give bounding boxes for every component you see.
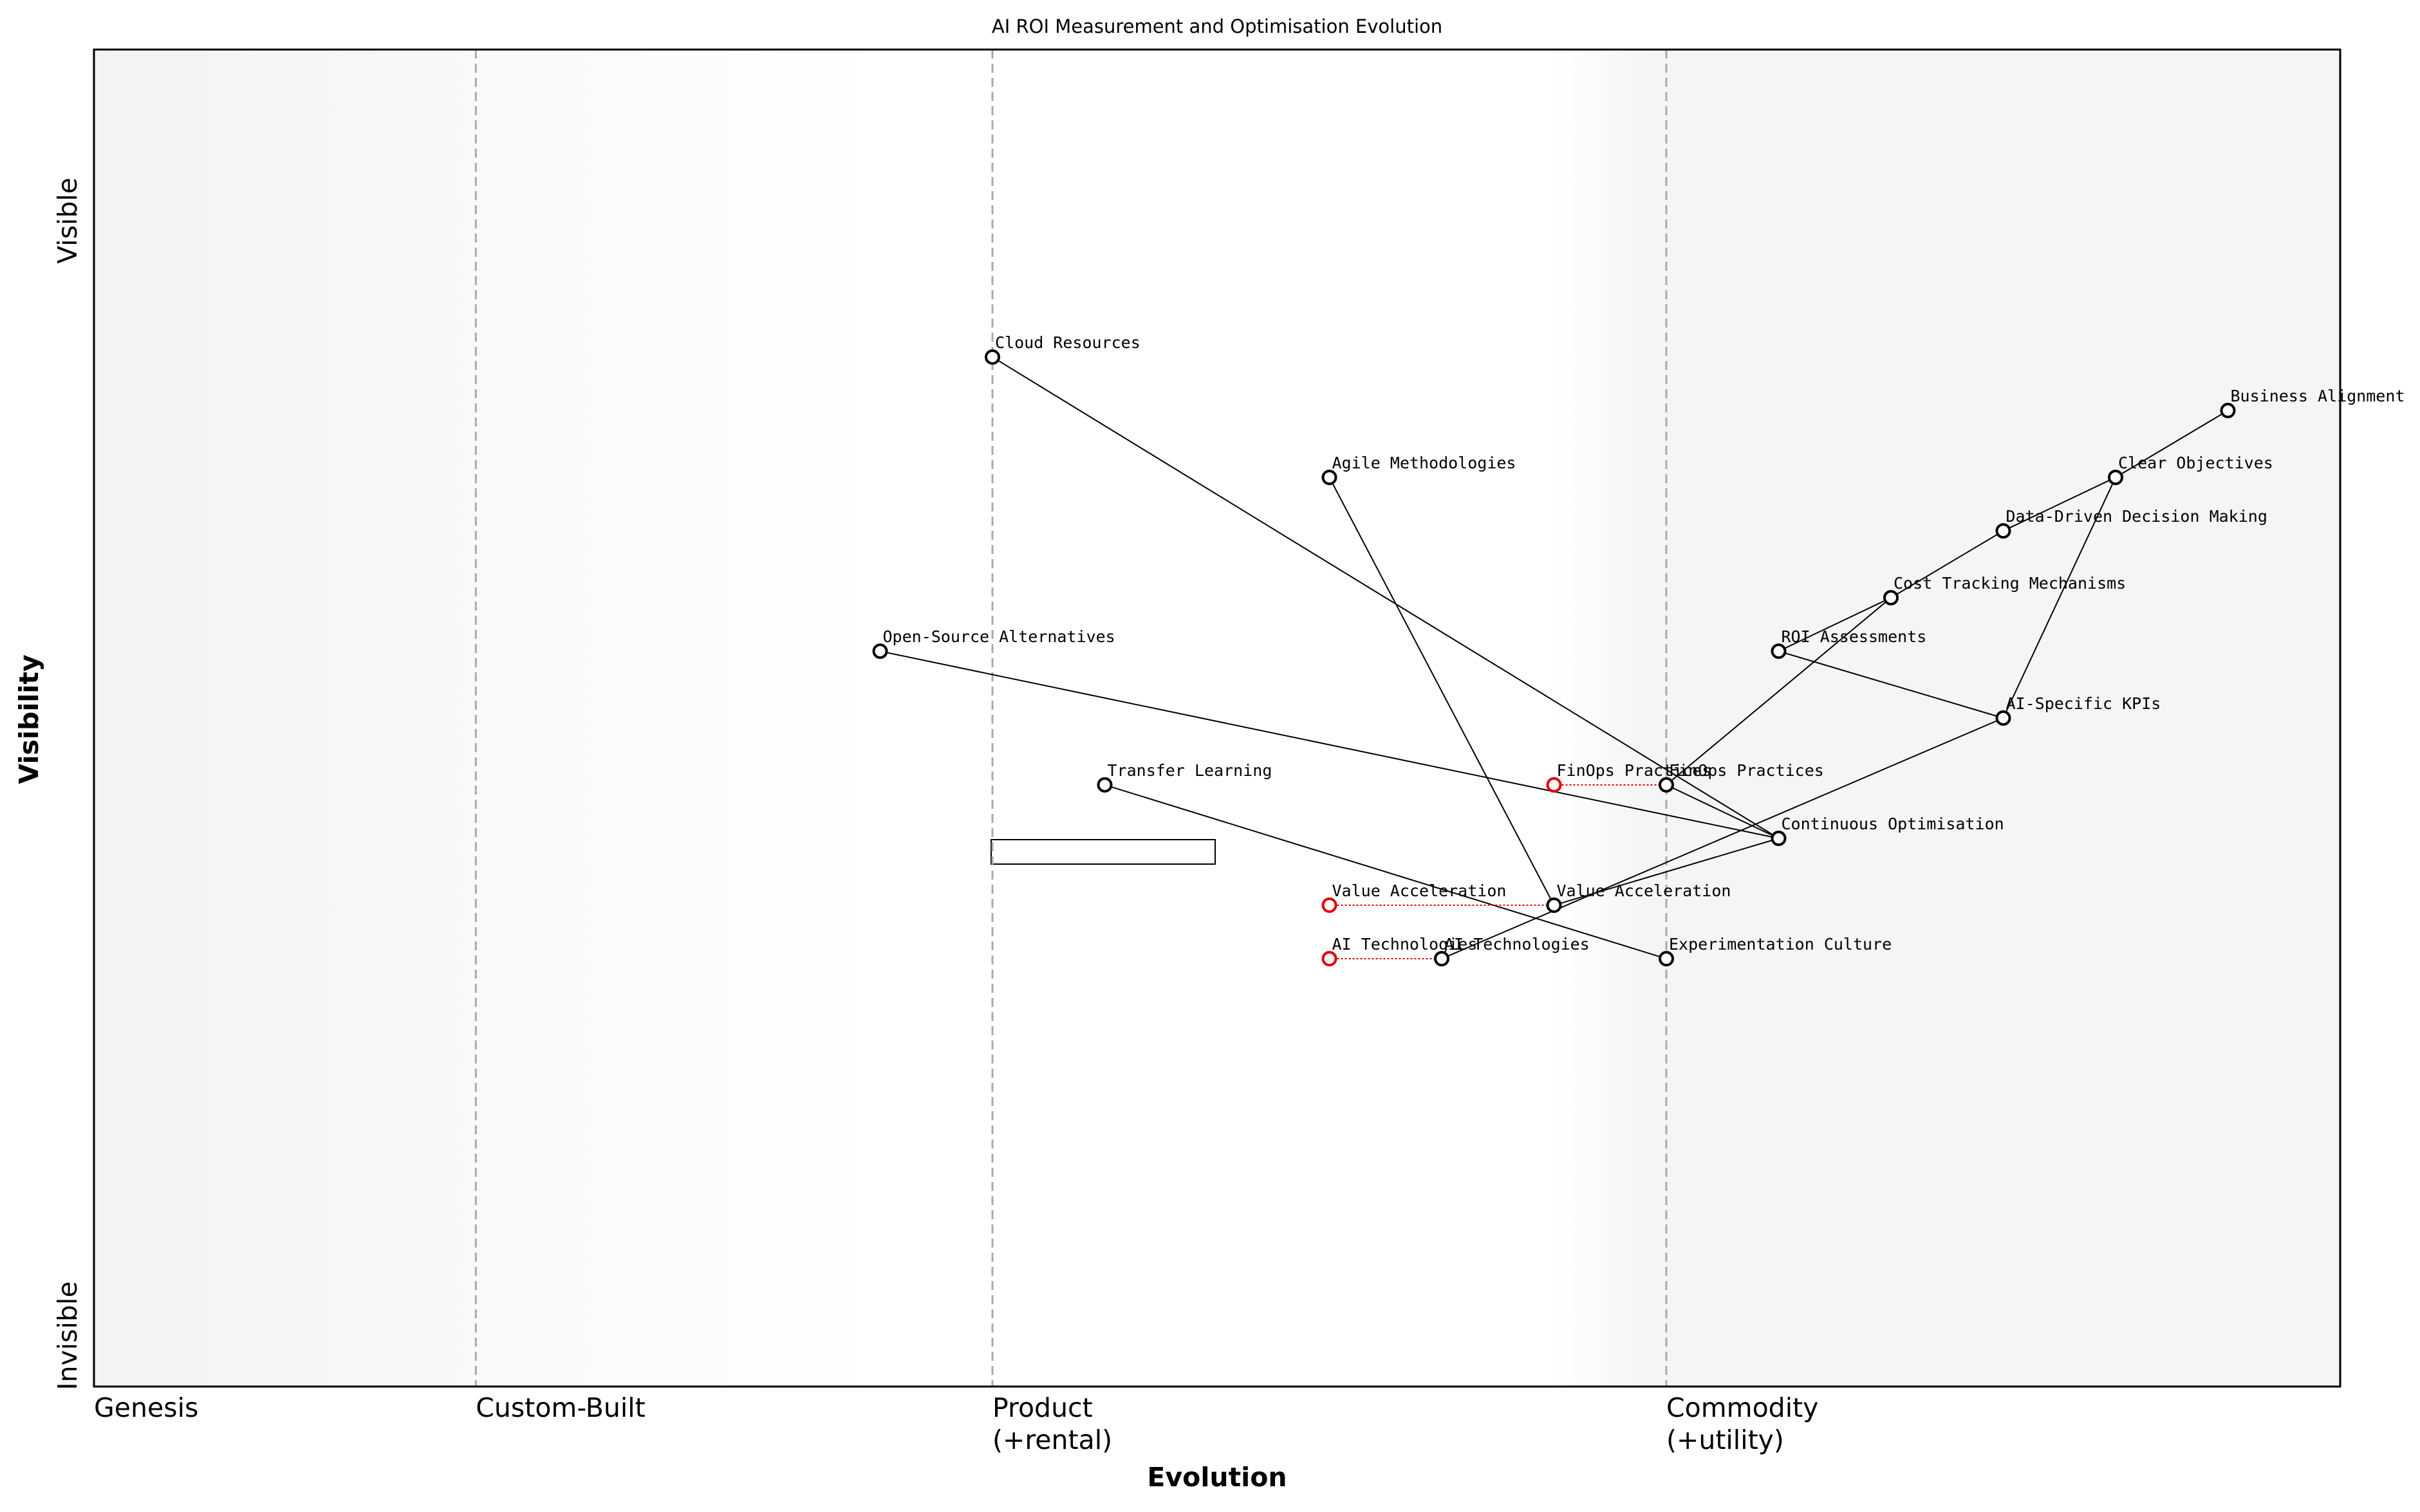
component-label: Agile Methodologies (1332, 454, 1516, 472)
component-label: ROI Assessments (1782, 627, 1927, 646)
chart-title: AI ROI Measurement and Optimisation Evol… (992, 15, 1442, 37)
y-axis-label: Visibility (14, 654, 44, 784)
component (2220, 403, 2236, 419)
link (2115, 410, 2229, 478)
stage-label: (+rental) (992, 1424, 1112, 1455)
stage-label: (+utility) (1666, 1424, 1784, 1455)
annotation-box (991, 839, 1216, 865)
component-label: Experimentation Culture (1669, 935, 1892, 954)
invisible-label: Invisible (52, 1281, 83, 1390)
component (1771, 831, 1787, 847)
stage-lines: Genesis Custom-Built Product(+rental) Commo… (94, 50, 1818, 1455)
link (1778, 597, 1892, 652)
evolution-label: AI Technologies (1332, 935, 1478, 954)
component-label: AI-Specific KPIs (2006, 694, 2161, 713)
evolution-label: Value Acceleration (1332, 881, 1507, 900)
component (1097, 777, 1113, 793)
component-label: AI Technologies (1444, 935, 1590, 954)
link (1328, 477, 1555, 906)
stage-label: Commodity (1666, 1392, 1818, 1423)
link (880, 650, 1779, 839)
component (1659, 777, 1674, 793)
component-label: Value Acceleration (1557, 881, 1731, 900)
component (1546, 897, 1562, 913)
component (1995, 710, 2011, 726)
evolution-source (1321, 897, 1337, 913)
component-label: Business Alignment (2231, 387, 2405, 405)
visible-label: Visible (52, 178, 83, 264)
stage-label: Genesis (94, 1392, 198, 1423)
evolution-label: FinOps Practices (1557, 761, 1712, 780)
component (1434, 951, 1449, 967)
component (1995, 523, 2011, 539)
component-label: Cloud Resources (995, 333, 1140, 352)
component (2108, 469, 2123, 485)
link (1890, 530, 2004, 598)
component-label: Cost Tracking Mechanisms (1894, 574, 2126, 593)
component-label: FinOps Practices (1669, 761, 1824, 780)
link (1554, 838, 1779, 906)
nodes: FinOps Practices Value Acceleration AI Tec… (872, 333, 2405, 967)
component (1883, 589, 1899, 605)
stage-label: Custom-Built (476, 1392, 645, 1423)
evolution-source (1546, 777, 1562, 793)
component (872, 643, 888, 659)
plot-frame (93, 48, 2341, 1388)
component (1321, 469, 1337, 485)
component-label: Continuous Optimisation (1782, 815, 2004, 833)
component (985, 349, 1000, 365)
links (880, 356, 2229, 960)
link (2003, 477, 2116, 531)
link (1778, 650, 2004, 719)
stage-label: Product (992, 1392, 1093, 1423)
component (1659, 951, 1674, 967)
component-label: Open-Source Alternatives (883, 627, 1115, 646)
component-label: Clear Objectives (2118, 454, 2273, 472)
component (1771, 643, 1787, 659)
link (1104, 784, 1667, 959)
plot-background (94, 50, 2340, 1387)
link (992, 356, 1780, 839)
component-label: Transfer Learning (1108, 761, 1272, 780)
evolution-source (1321, 951, 1337, 967)
component-label: Data-Driven Decision Making (2006, 507, 2267, 526)
x-axis-label: Evolution (1147, 1462, 1287, 1493)
link (1666, 784, 1779, 839)
link (2002, 477, 2116, 719)
link (1666, 597, 1892, 786)
